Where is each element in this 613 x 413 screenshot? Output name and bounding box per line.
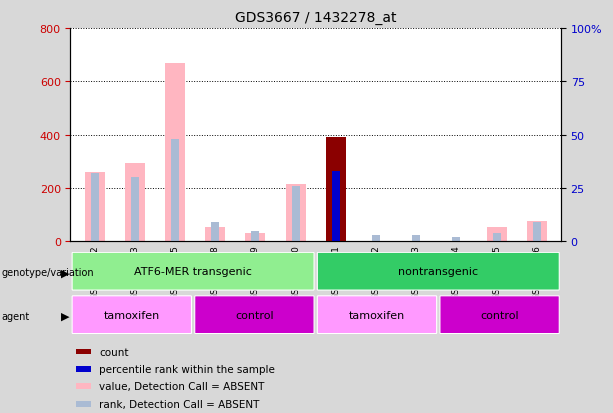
Bar — [326, 138, 346, 242]
Bar — [211, 223, 219, 242]
Bar — [487, 227, 506, 242]
Bar — [91, 173, 99, 242]
Text: percentile rank within the sample: percentile rank within the sample — [99, 364, 275, 374]
Text: count: count — [99, 347, 129, 357]
Bar — [165, 64, 185, 242]
Bar — [452, 237, 460, 242]
Bar — [76, 366, 91, 372]
Bar — [533, 223, 541, 242]
Bar — [412, 235, 420, 242]
FancyBboxPatch shape — [318, 296, 436, 334]
Bar — [292, 186, 300, 242]
FancyBboxPatch shape — [72, 253, 314, 290]
Bar — [76, 401, 91, 406]
Bar — [493, 233, 501, 242]
Bar — [76, 383, 91, 389]
FancyBboxPatch shape — [318, 253, 559, 290]
Title: GDS3667 / 1432278_at: GDS3667 / 1432278_at — [235, 11, 397, 25]
Text: nontransgenic: nontransgenic — [398, 266, 478, 277]
Text: ▶: ▶ — [61, 311, 70, 321]
Bar — [245, 234, 265, 242]
Bar — [286, 185, 306, 242]
Text: tamoxifen: tamoxifen — [349, 310, 405, 320]
Bar — [251, 231, 259, 242]
Bar — [332, 171, 340, 242]
FancyBboxPatch shape — [72, 296, 191, 334]
Bar — [131, 178, 139, 242]
Text: control: control — [235, 310, 274, 320]
Text: value, Detection Call = ABSENT: value, Detection Call = ABSENT — [99, 381, 265, 392]
Bar — [527, 222, 547, 242]
Text: tamoxifen: tamoxifen — [104, 310, 160, 320]
Bar — [125, 163, 145, 242]
Bar — [205, 227, 225, 242]
Bar — [85, 173, 105, 242]
Text: agent: agent — [1, 311, 29, 321]
Text: genotype/variation: genotype/variation — [1, 268, 94, 278]
FancyBboxPatch shape — [440, 296, 559, 334]
Text: ATF6-MER transgenic: ATF6-MER transgenic — [134, 266, 252, 277]
FancyBboxPatch shape — [195, 296, 314, 334]
Bar — [171, 140, 179, 242]
Text: control: control — [480, 310, 519, 320]
Bar — [76, 349, 91, 354]
Bar — [372, 235, 380, 242]
Text: ▶: ▶ — [61, 268, 70, 278]
Text: rank, Detection Call = ABSENT: rank, Detection Call = ABSENT — [99, 399, 259, 409]
